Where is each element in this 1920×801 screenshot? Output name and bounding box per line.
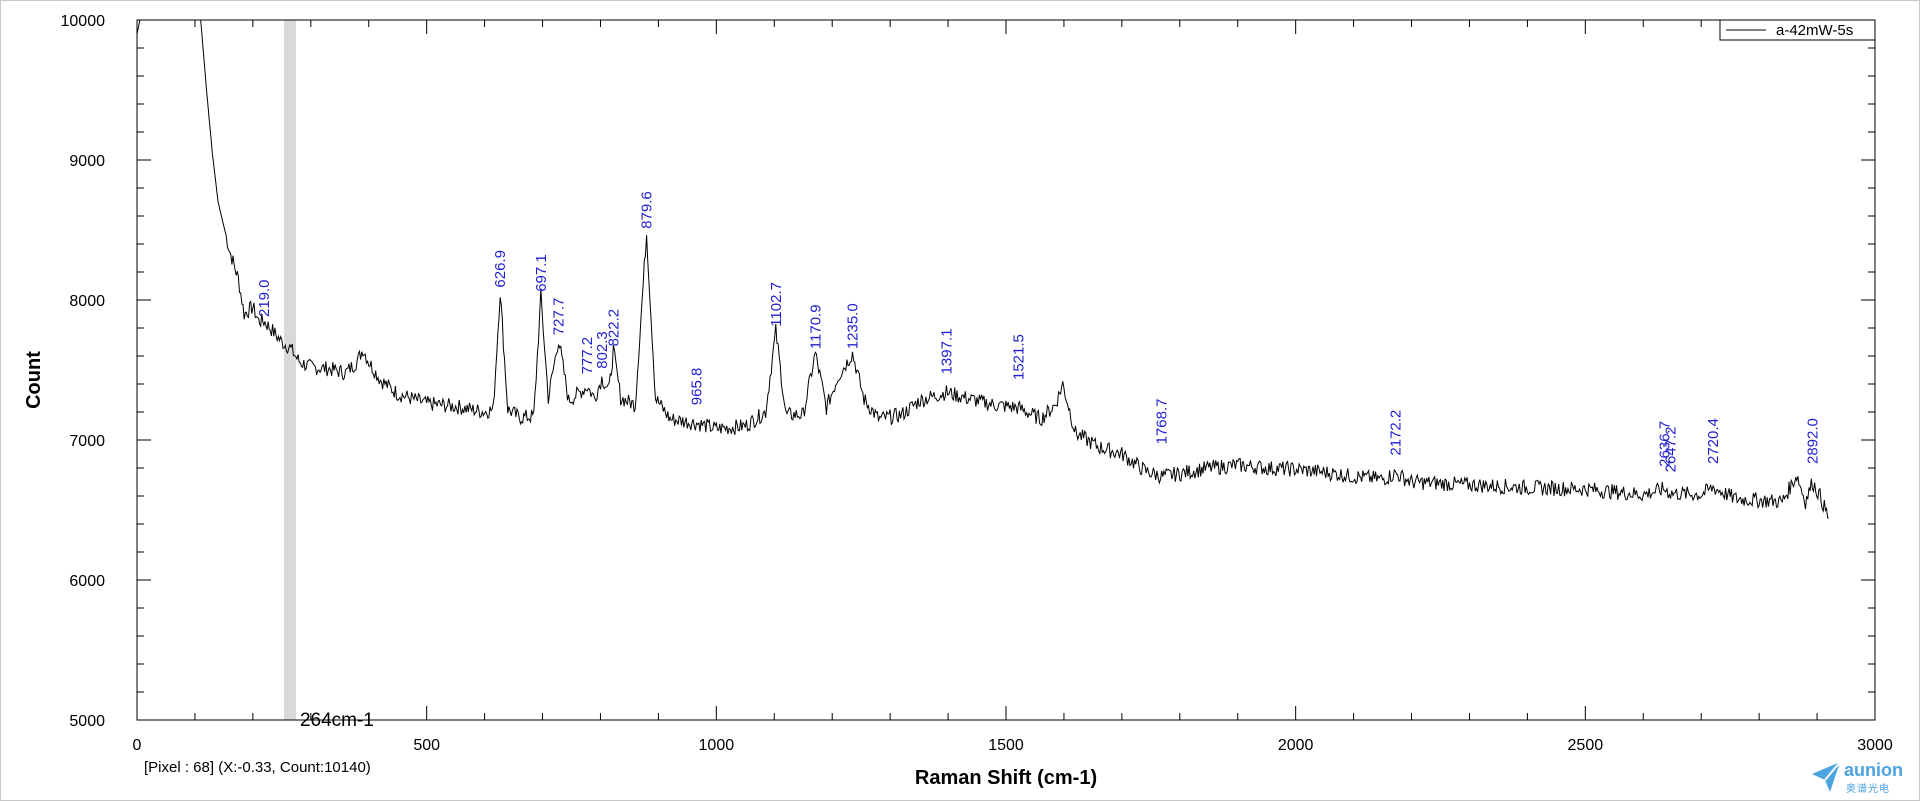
peak-label: 219.0 (256, 279, 273, 317)
peak-label: 626.9 (492, 250, 509, 288)
peak-label: 2647.2 (1663, 427, 1680, 473)
y-axis-title: Count (23, 351, 45, 409)
peak-label: 697.1 (533, 254, 550, 292)
peak-label: 822.2 (605, 309, 622, 347)
peak-label: 1170.9 (807, 304, 824, 349)
peak-label: 965.8 (689, 368, 706, 406)
peak-label: 879.6 (639, 191, 656, 229)
x-tick-label: 1000 (699, 737, 735, 754)
y-tick-label: 9000 (69, 153, 105, 170)
x-tick-label: 3000 (1857, 737, 1893, 754)
peak-label: 1397.1 (938, 329, 955, 375)
peak-label: 777.2 (579, 337, 596, 375)
paper-plane-icon (1812, 761, 1841, 792)
peak-label: 727.7 (551, 298, 568, 336)
plot-area-border (136, 19, 1876, 721)
peak-label: 1235.0 (844, 303, 861, 349)
axes: 0 500 1000 1500 2000 2500 3000 5000 6000 7000 8000… (61, 13, 1893, 754)
x-tick-label: 0 (133, 737, 142, 754)
y-tick-label: 8000 (69, 293, 105, 310)
logo-word: aunion (1844, 760, 1903, 780)
peak-label: 2172.2 (1387, 410, 1404, 456)
x-axis-title: Raman Shift (cm-1) (915, 767, 1097, 789)
peak-label: 1521.5 (1010, 334, 1027, 380)
cursor-label: 264cm-1 (300, 710, 374, 731)
x-tick-label: 1500 (988, 737, 1024, 754)
x-tick-label: 2500 (1568, 737, 1604, 754)
y-tick-label: 10000 (61, 13, 106, 30)
status-readout: [Pixel : 68] (X:-0.33, Count:10140) (144, 759, 371, 776)
peak-label: 2720.4 (1705, 418, 1722, 464)
trace-layer (137, 20, 1829, 519)
peak-label: 802.3 (594, 331, 611, 369)
logo-subtitle: 奥谱光电 (1846, 784, 1890, 795)
peak-label: 1102.7 (768, 282, 785, 327)
legend-entry: a-42mW-5s (1776, 22, 1853, 39)
cursor-band (283, 20, 296, 720)
x-tick-label: 500 (413, 737, 440, 754)
y-tick-label: 7000 (69, 433, 105, 450)
legend: a-42mW-5s (1719, 19, 1876, 41)
peak-label: 1768.7 (1154, 399, 1171, 445)
brand-logo: aunion 奥谱光电 (1810, 758, 1914, 796)
y-tick-label: 6000 (69, 573, 105, 590)
peak-label: 2636.7 (1657, 421, 1674, 467)
x-tick-label: 2000 (1278, 737, 1314, 754)
cursor-layer (283, 20, 296, 720)
series-line-a-42mW-5s (137, 20, 1829, 519)
peak-label: 2892.0 (1804, 418, 1821, 464)
y-tick-label: 5000 (69, 713, 105, 730)
legend-box (1719, 19, 1876, 41)
